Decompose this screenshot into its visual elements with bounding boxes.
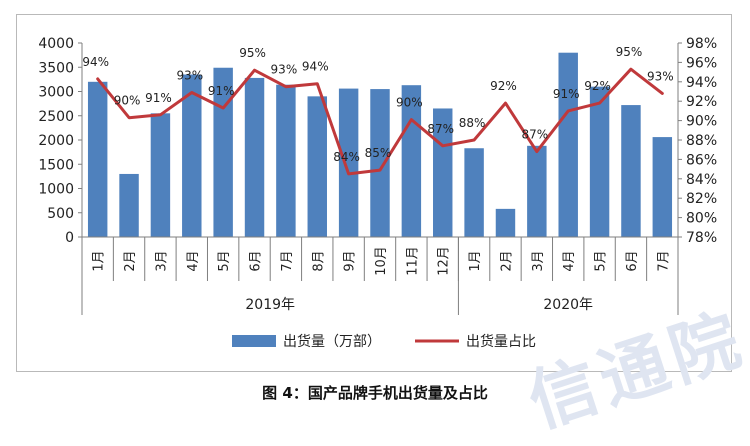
right-axis-tick-label: 88%: [686, 133, 717, 149]
bar: [464, 148, 483, 237]
data-label: 93%: [647, 69, 674, 83]
legend-bar-label: 出货量（万部）: [283, 333, 381, 350]
data-label: 92%: [490, 79, 517, 93]
bar: [370, 89, 389, 237]
month-label: 2月: [123, 250, 138, 271]
right-axis-tick-label: 86%: [686, 152, 717, 168]
bar: [621, 105, 640, 237]
data-label: 94%: [302, 60, 329, 74]
bar: [245, 78, 264, 237]
month-label: 1月: [468, 250, 483, 271]
month-label: 1月: [92, 250, 107, 271]
right-axis-tick-label: 92%: [686, 94, 717, 110]
month-label: 8月: [311, 250, 326, 271]
bar: [527, 146, 546, 237]
data-label: 90%: [114, 94, 141, 108]
data-label: 91%: [145, 91, 172, 105]
data-label: 87%: [522, 128, 549, 142]
month-label: 3月: [154, 250, 169, 271]
left-axis-tick-label: 500: [47, 206, 74, 222]
left-axis-tick-label: 2000: [38, 133, 74, 149]
left-axis-tick-label: 1500: [38, 157, 74, 173]
month-label: 7月: [280, 250, 295, 271]
month-label: 3月: [531, 250, 546, 271]
bar: [590, 87, 609, 237]
month-label: 5月: [594, 250, 609, 271]
bar: [151, 113, 170, 237]
bar: [496, 209, 515, 237]
figure-caption: 图 4：国产品牌手机出货量及占比: [0, 382, 750, 403]
month-label: 7月: [656, 250, 671, 271]
data-label: 95%: [239, 46, 266, 60]
year-label: 2019年: [245, 297, 295, 313]
data-label: 88%: [459, 116, 486, 130]
data-label: 91%: [553, 87, 580, 101]
month-label: 2月: [499, 250, 514, 271]
legend-bar-swatch: [232, 335, 276, 347]
data-label: 84%: [333, 150, 360, 164]
right-axis-tick-label: 84%: [686, 172, 717, 188]
month-label: 11月: [405, 246, 420, 276]
data-label: 93%: [271, 63, 298, 77]
left-axis-tick-label: 0: [65, 230, 74, 246]
left-axis-tick-label: 4000: [38, 36, 74, 52]
bar: [308, 96, 327, 237]
right-axis-tick-label: 90%: [686, 114, 717, 130]
month-label: 6月: [625, 250, 640, 271]
month-label: 4月: [562, 250, 577, 271]
chart-frame: 0 500 1000 1500 2000 2500 3000 3500 4000 78% 80% 82…: [16, 14, 732, 372]
month-label: 5月: [217, 250, 232, 271]
data-label: 85%: [365, 146, 392, 160]
bar: [119, 174, 138, 237]
bar: [88, 82, 107, 237]
month-label: 9月: [343, 250, 358, 271]
right-axis-tick-label: 78%: [686, 230, 717, 246]
left-axis-tick-label: 2500: [38, 109, 74, 125]
month-label: 12月: [437, 246, 452, 276]
data-label: 92%: [584, 79, 611, 93]
data-label: 94%: [82, 55, 109, 69]
data-label: 93%: [176, 68, 203, 82]
legend-line-label: 出货量占比: [466, 333, 536, 350]
data-label: 90%: [396, 96, 423, 110]
right-axis-tick-label: 80%: [686, 211, 717, 227]
data-label: 95%: [616, 45, 643, 59]
right-axis-tick-label: 82%: [686, 191, 717, 207]
data-label: 91%: [208, 84, 235, 98]
left-axis-tick-label: 1000: [38, 182, 74, 198]
right-axis-tick-label: 94%: [686, 75, 717, 91]
month-label: 6月: [249, 250, 264, 271]
right-axis-tick-label: 98%: [686, 36, 717, 52]
right-axis-tick-label: 96%: [686, 55, 717, 71]
chart: 0 500 1000 1500 2000 2500 3000 3500 4000 78% 80% 82…: [17, 15, 731, 371]
bar: [558, 53, 577, 237]
left-axis-tick-label: 3000: [38, 85, 74, 101]
bar: [653, 137, 672, 237]
bar: [276, 85, 295, 237]
month-label: 4月: [186, 250, 201, 271]
year-label: 2020年: [543, 297, 593, 313]
month-label: 10月: [374, 246, 389, 276]
data-label: 87%: [427, 122, 454, 136]
left-axis-tick-label: 3500: [38, 60, 74, 76]
